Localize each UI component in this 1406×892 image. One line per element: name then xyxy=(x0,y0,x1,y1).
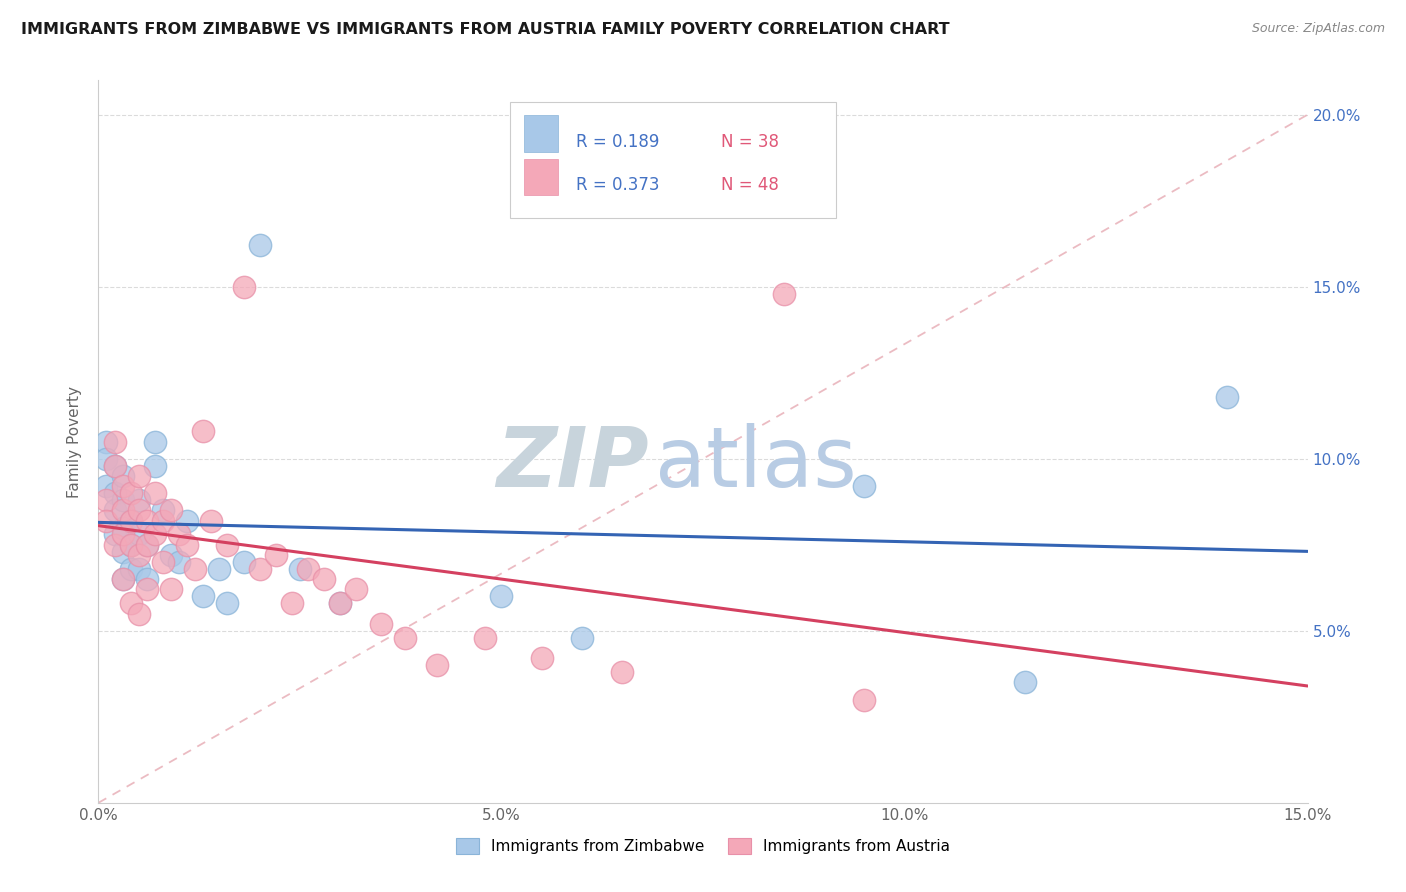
Point xyxy=(111,572,134,586)
Point xyxy=(853,479,876,493)
Point xyxy=(288,562,311,576)
Point xyxy=(193,590,215,604)
Point xyxy=(143,458,166,473)
Point xyxy=(184,562,207,576)
Text: R = 0.373: R = 0.373 xyxy=(576,176,659,194)
Point xyxy=(103,434,125,449)
FancyBboxPatch shape xyxy=(524,115,558,152)
Point xyxy=(200,514,222,528)
Point xyxy=(96,479,118,493)
Point xyxy=(176,538,198,552)
Point xyxy=(96,493,118,508)
Text: atlas: atlas xyxy=(655,423,856,504)
Point xyxy=(530,651,553,665)
Point xyxy=(344,582,367,597)
Point xyxy=(120,538,142,552)
Point xyxy=(329,596,352,610)
Point xyxy=(96,451,118,466)
Point xyxy=(128,562,150,576)
Point xyxy=(120,596,142,610)
Point xyxy=(103,538,125,552)
Point xyxy=(394,631,416,645)
Point xyxy=(249,238,271,252)
Point xyxy=(128,527,150,541)
Point xyxy=(612,665,634,679)
Point xyxy=(135,514,157,528)
Point xyxy=(120,514,142,528)
Point xyxy=(474,631,496,645)
Point xyxy=(135,572,157,586)
Text: Source: ZipAtlas.com: Source: ZipAtlas.com xyxy=(1251,22,1385,36)
Point xyxy=(281,596,304,610)
Point xyxy=(120,562,142,576)
Point xyxy=(370,616,392,631)
Point xyxy=(143,434,166,449)
Point xyxy=(120,538,142,552)
Point xyxy=(103,527,125,541)
Point xyxy=(128,493,150,508)
Point xyxy=(167,527,190,541)
Point xyxy=(167,555,190,569)
Point xyxy=(1216,390,1239,404)
Point xyxy=(111,469,134,483)
Point xyxy=(152,503,174,517)
Point xyxy=(111,493,134,508)
Point xyxy=(426,658,449,673)
Point xyxy=(160,548,183,562)
Point xyxy=(135,582,157,597)
Point xyxy=(264,548,287,562)
Point xyxy=(128,607,150,621)
Point xyxy=(111,503,134,517)
Point xyxy=(1014,675,1036,690)
Point xyxy=(232,555,254,569)
Point xyxy=(491,590,513,604)
Point xyxy=(208,562,231,576)
Point xyxy=(176,514,198,528)
Point xyxy=(111,544,134,558)
Text: ZIP: ZIP xyxy=(496,423,648,504)
Point xyxy=(152,555,174,569)
Point xyxy=(128,503,150,517)
Point xyxy=(143,486,166,500)
Point xyxy=(96,514,118,528)
Point xyxy=(96,434,118,449)
Point xyxy=(111,520,134,534)
Point xyxy=(111,572,134,586)
Point xyxy=(160,582,183,597)
Point xyxy=(772,286,794,301)
Point xyxy=(103,458,125,473)
Point xyxy=(143,527,166,541)
Point xyxy=(249,562,271,576)
Point xyxy=(135,538,157,552)
Point xyxy=(152,514,174,528)
Point xyxy=(111,479,134,493)
Point xyxy=(120,486,142,500)
Point xyxy=(103,486,125,500)
Point xyxy=(135,538,157,552)
Text: IMMIGRANTS FROM ZIMBABWE VS IMMIGRANTS FROM AUSTRIA FAMILY POVERTY CORRELATION C: IMMIGRANTS FROM ZIMBABWE VS IMMIGRANTS F… xyxy=(21,22,949,37)
Point xyxy=(160,503,183,517)
Point xyxy=(193,424,215,438)
Text: N = 38: N = 38 xyxy=(721,133,779,151)
Point xyxy=(297,562,319,576)
Point xyxy=(853,692,876,706)
Point xyxy=(128,548,150,562)
Text: R = 0.189: R = 0.189 xyxy=(576,133,659,151)
Point xyxy=(103,458,125,473)
Point xyxy=(314,572,336,586)
Y-axis label: Family Poverty: Family Poverty xyxy=(67,385,83,498)
Point xyxy=(120,514,142,528)
Text: N = 48: N = 48 xyxy=(721,176,779,194)
Point xyxy=(232,279,254,293)
FancyBboxPatch shape xyxy=(524,159,558,195)
Point xyxy=(103,503,125,517)
Point xyxy=(571,631,593,645)
Legend: Immigrants from Zimbabwe, Immigrants from Austria: Immigrants from Zimbabwe, Immigrants fro… xyxy=(450,832,956,860)
Point xyxy=(128,469,150,483)
Point xyxy=(217,538,239,552)
Point xyxy=(217,596,239,610)
Point xyxy=(111,527,134,541)
FancyBboxPatch shape xyxy=(509,102,837,218)
Point xyxy=(329,596,352,610)
